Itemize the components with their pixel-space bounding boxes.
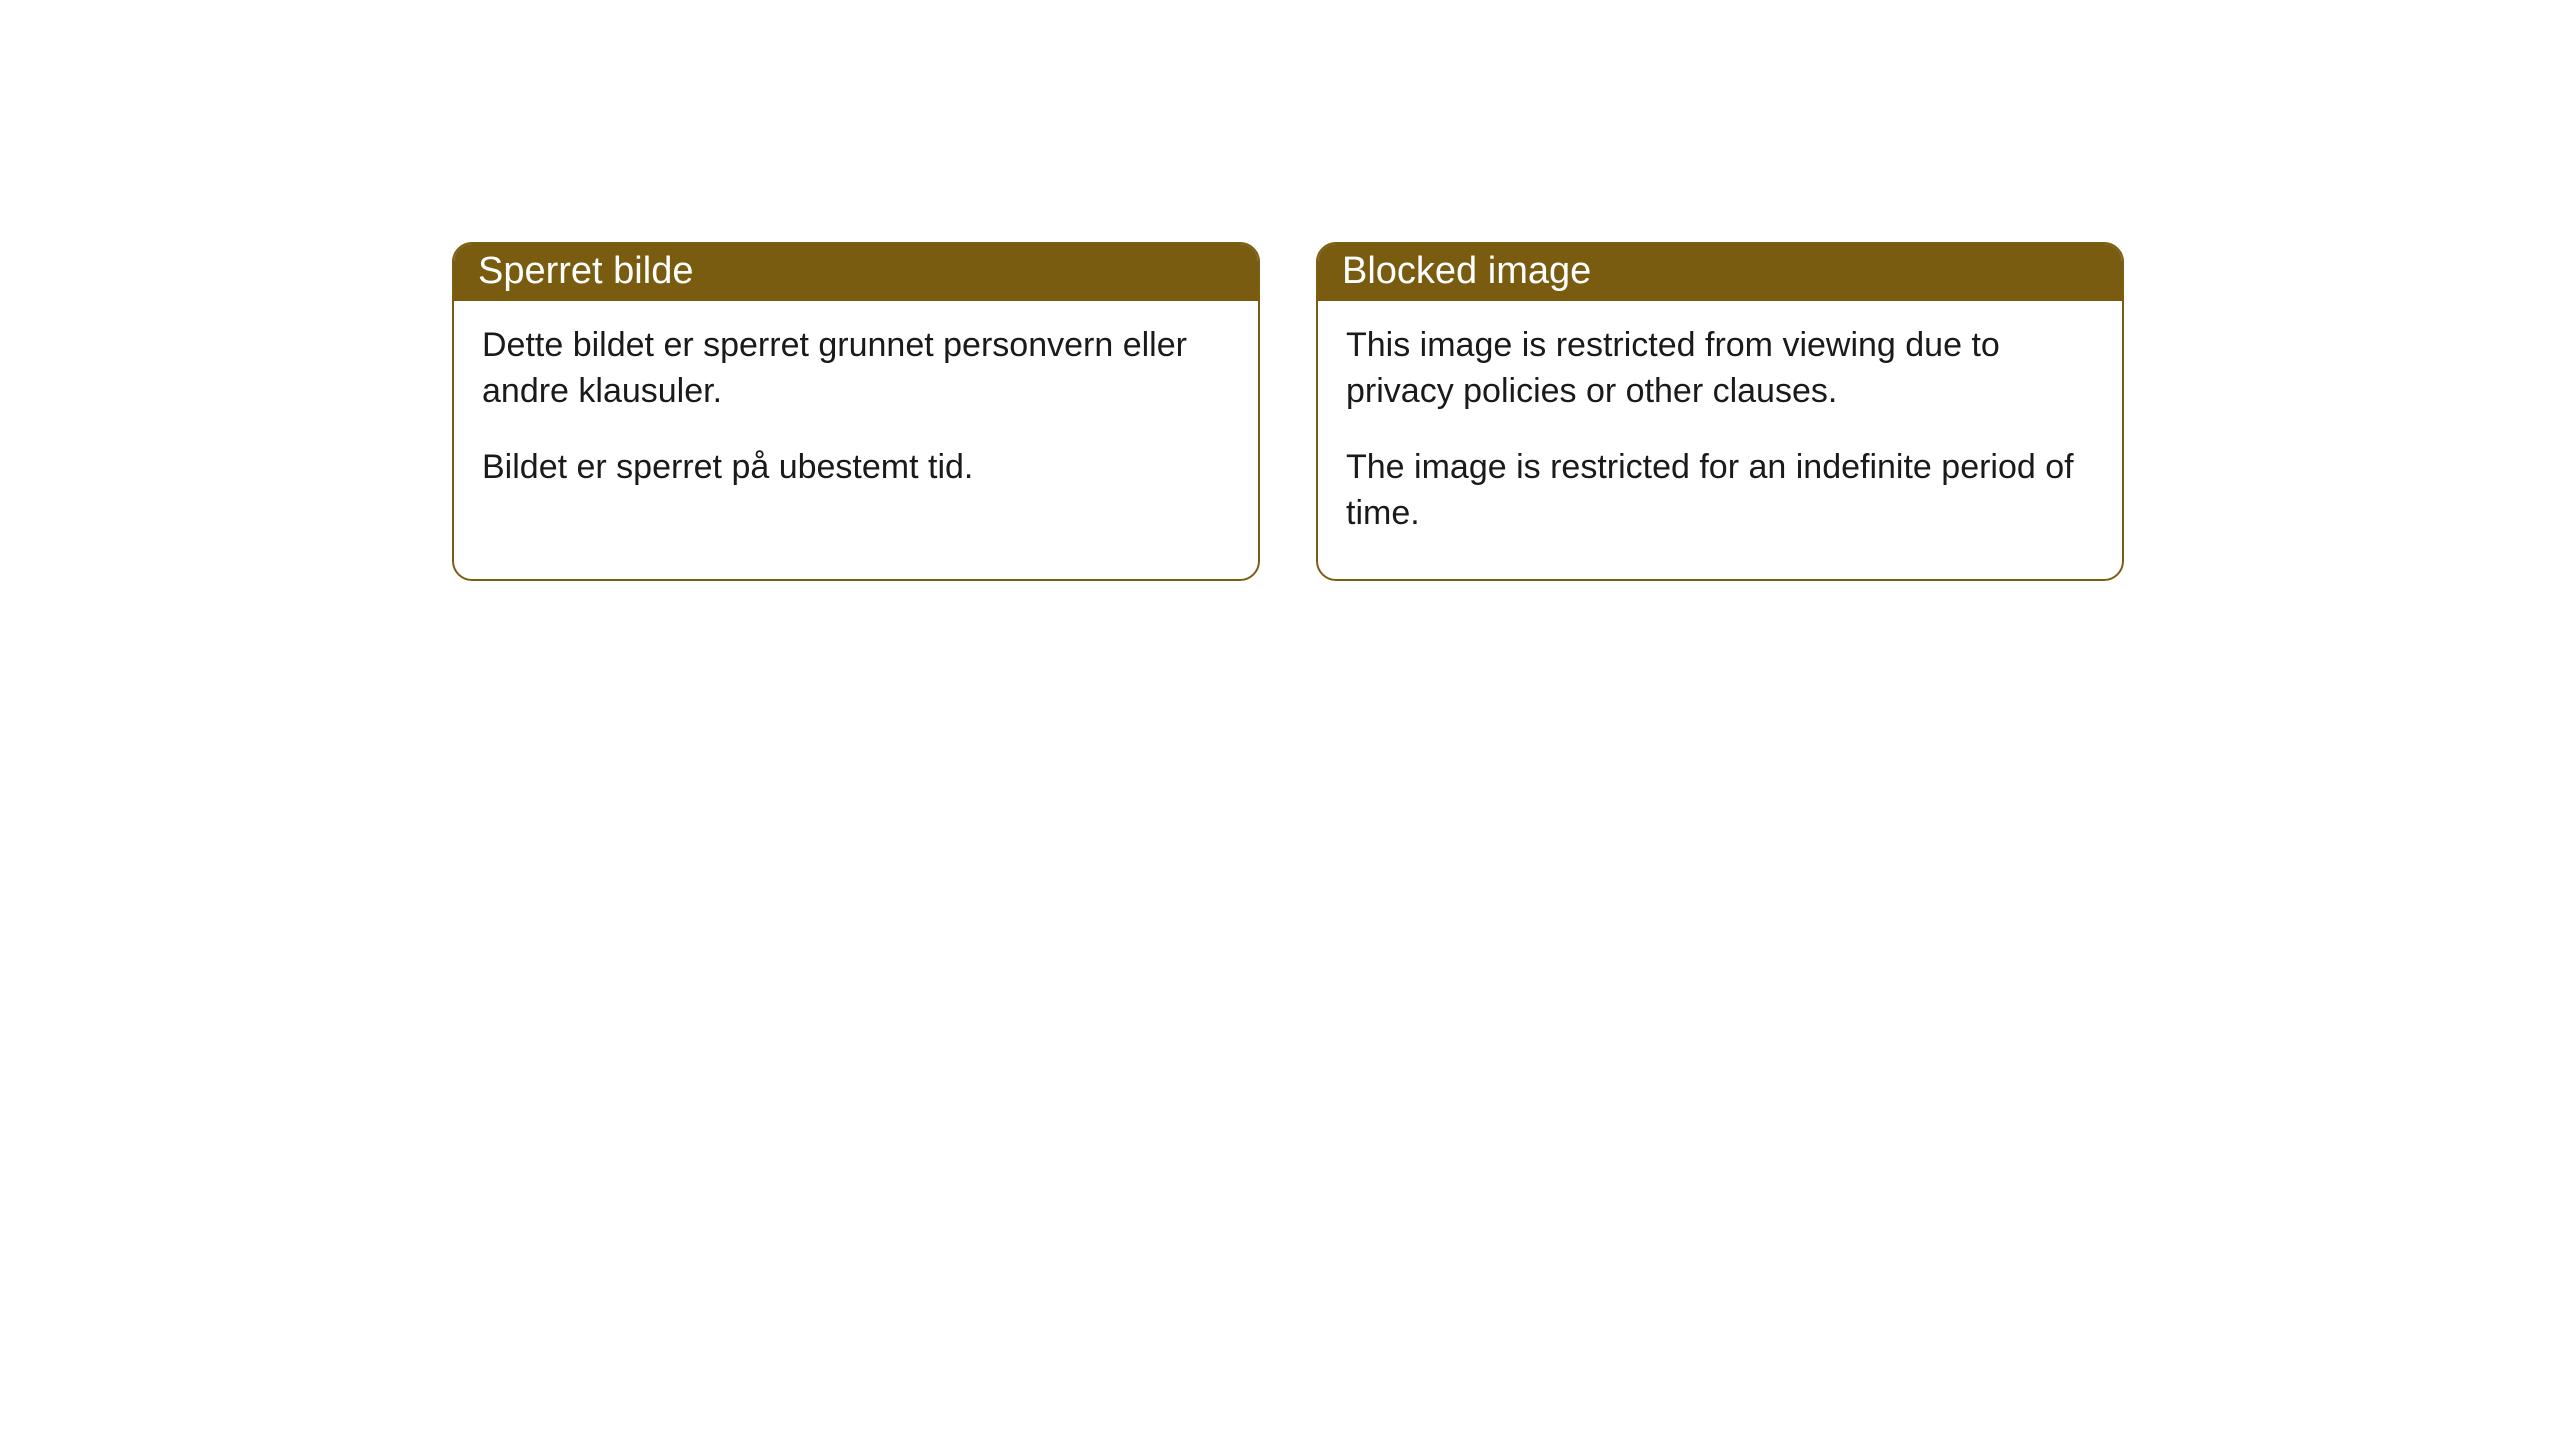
card-text-english-2: The image is restricted for an indefinit… [1346,445,2094,537]
card-body-norwegian: Dette bildet er sperret grunnet personve… [454,301,1258,533]
card-container: Sperret bilde Dette bildet er sperret gr… [0,0,2560,581]
card-text-norwegian-1: Dette bildet er sperret grunnet personve… [482,323,1230,415]
card-text-norwegian-2: Bildet er sperret på ubestemt tid. [482,445,1230,491]
blocked-image-card-norwegian: Sperret bilde Dette bildet er sperret gr… [452,242,1260,581]
card-header-english: Blocked image [1318,244,2122,301]
blocked-image-card-english: Blocked image This image is restricted f… [1316,242,2124,581]
card-text-english-1: This image is restricted from viewing du… [1346,323,2094,415]
card-header-norwegian: Sperret bilde [454,244,1258,301]
card-body-english: This image is restricted from viewing du… [1318,301,2122,579]
